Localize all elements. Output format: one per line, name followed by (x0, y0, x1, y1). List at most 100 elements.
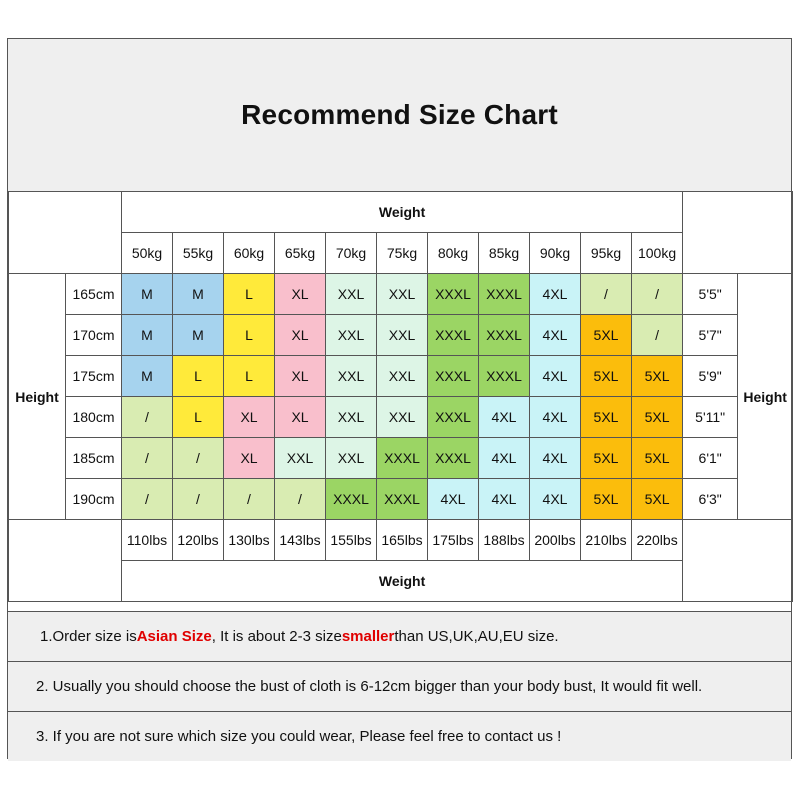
size-cell: 5XL (630, 396, 684, 438)
table-row: 110lbs 120lbs 130lbs 143lbs 155lbs 165lbs 175l… (8, 519, 794, 602)
size-cell: 4XL (529, 478, 581, 520)
size-cell: XXXL (427, 355, 479, 397)
size-cell: XXL (325, 437, 377, 479)
size-cell: / (121, 396, 173, 438)
height-ft-cell: 5'11" (682, 396, 739, 438)
size-cell: 5XL (630, 355, 684, 397)
size-cell: 4XL (529, 437, 581, 479)
size-cell: 5XL (580, 355, 632, 397)
size-table: Weight 50kg 55kg 60kg 65kg 70kg 75kg 80kg 85kg 90… (8, 191, 794, 602)
size-cell: XXL (274, 437, 326, 479)
size-cell: XXL (376, 396, 428, 438)
weight-lbs-cell: 220lbs (630, 519, 684, 561)
blank-cell (8, 191, 122, 274)
size-cell: XXXL (478, 273, 530, 315)
size-cell: XXXL (478, 314, 530, 356)
weight-kg-cell: 75kg (376, 232, 428, 274)
table-row: Height 165cm M M L XL XXL XXL XXXL XXXL 4XL //5'5" H… (8, 273, 794, 520)
size-cell: / (630, 314, 684, 356)
weight-kg-cell: 95kg (580, 232, 632, 274)
size-cell: XXXL (376, 478, 428, 520)
weight-kg-cell: 50kg (121, 232, 173, 274)
size-cell: L (223, 273, 275, 315)
size-cell: XXL (376, 273, 428, 315)
size-cell: 5XL (630, 478, 684, 520)
weight-lbs-cell: 175lbs (427, 519, 479, 561)
height-ft-cell: 6'1" (682, 437, 739, 479)
weight-kg-cell: 70kg (325, 232, 377, 274)
notes: 1.Order size is Asian Size, It is about … (8, 611, 791, 761)
size-cell: XXXL (427, 437, 479, 479)
size-cell: / (172, 478, 224, 520)
size-cell: 5XL (580, 478, 632, 520)
weight-lbs-cell: 155lbs (325, 519, 377, 561)
size-cell: 4XL (427, 478, 479, 520)
size-cell: M (121, 273, 173, 315)
size-cell: / (223, 478, 275, 520)
height-ft-cell: 5'7" (682, 314, 739, 356)
weight-lbs-cell: 210lbs (580, 519, 632, 561)
height-ft-cell: 5'9" (682, 355, 739, 397)
size-cell: XL (223, 437, 275, 479)
size-cell: 5XL (580, 437, 632, 479)
table-row: 180cm / L XL XL XXL XXL XXXL 4XL 4XL 5XL 5XL 5'11" (9, 396, 793, 438)
size-cell: XL (274, 314, 326, 356)
blank-cell (682, 191, 794, 274)
size-cell: 4XL (529, 396, 581, 438)
height-cm-cell: 185cm (65, 437, 122, 479)
size-cell: XXL (325, 314, 377, 356)
table-row: 50kg 55kg 60kg 65kg 70kg 75kg 80kg 85kg 90kg 95kg… (9, 232, 793, 274)
weight-lbs-cell: 200lbs (529, 519, 581, 561)
size-chart: Recommend Size Chart Weight 50kg 55kg 60kg 6… (7, 38, 794, 761)
height-cm-cell: 180cm (65, 396, 122, 438)
size-cell: XXXL (427, 396, 479, 438)
size-cell: / (172, 437, 224, 479)
height-cm-cell: 165cm (65, 273, 122, 315)
note-2: 2. Usually you should choose the bust of… (8, 661, 791, 711)
size-cell: L (223, 314, 275, 356)
size-cell: XXL (376, 355, 428, 397)
highlight-smaller: smaller (341, 628, 395, 645)
size-cell: 4XL (529, 273, 581, 315)
weight-lbs-cell: 130lbs (223, 519, 275, 561)
table-row: 175cm M L L XL XXL XXL XXXL XXXL 4XL 5XL 5XL 5'9" (9, 355, 793, 397)
weight-lbs-cell: 120lbs (172, 519, 224, 561)
size-cell: M (121, 355, 173, 397)
size-cell: XXXL (376, 437, 428, 479)
size-cell: M (172, 314, 224, 356)
size-cell: XXL (325, 355, 377, 397)
size-cell: / (121, 478, 173, 520)
weight-kg-cell: 65kg (274, 232, 326, 274)
highlight-asian-size: Asian Size (136, 628, 212, 645)
weight-lbs-cell: 110lbs (121, 519, 173, 561)
size-cell: XXL (325, 273, 377, 315)
weight-kg-cell: 80kg (427, 232, 479, 274)
size-cell: 4XL (529, 355, 581, 397)
height-ft-cell: 5'5" (682, 273, 739, 315)
size-cell: XXL (376, 314, 428, 356)
weight-header-top: Weight (120, 191, 684, 233)
height-ft-cell: 6'3" (682, 478, 739, 520)
table-row: Weight (9, 560, 793, 602)
weight-kg-cell: 90kg (529, 232, 581, 274)
size-cell: XL (274, 396, 326, 438)
size-cell: 4XL (529, 314, 581, 356)
size-cell: / (630, 273, 684, 315)
blank-cell (682, 519, 794, 602)
table-row: 190cm / / / / XXXL XXXL 4XL 4XL 4XL 5XL 5XL 6'3" (9, 478, 793, 520)
size-cell: L (172, 396, 224, 438)
weight-lbs-cell: 143lbs (274, 519, 326, 561)
height-cm-cell: 190cm (65, 478, 122, 520)
size-cell: 5XL (630, 437, 684, 479)
title-banner: Recommend Size Chart (8, 39, 791, 192)
size-cell: 5XL (580, 314, 632, 356)
size-cell: / (274, 478, 326, 520)
weight-kg-cell: 100kg (630, 232, 684, 274)
size-cell: M (172, 273, 224, 315)
weight-header-bottom: Weight (120, 560, 684, 602)
height-label-left: Height (8, 273, 66, 520)
blank-cell (8, 519, 122, 602)
table-row: 170cm M M L XL XXL XXL XXXL XXXL 4XL 5XL/5'7" (9, 314, 793, 356)
note-3: 3. If you are not sure which size you co… (8, 711, 791, 761)
table-row: Weight (8, 191, 794, 274)
